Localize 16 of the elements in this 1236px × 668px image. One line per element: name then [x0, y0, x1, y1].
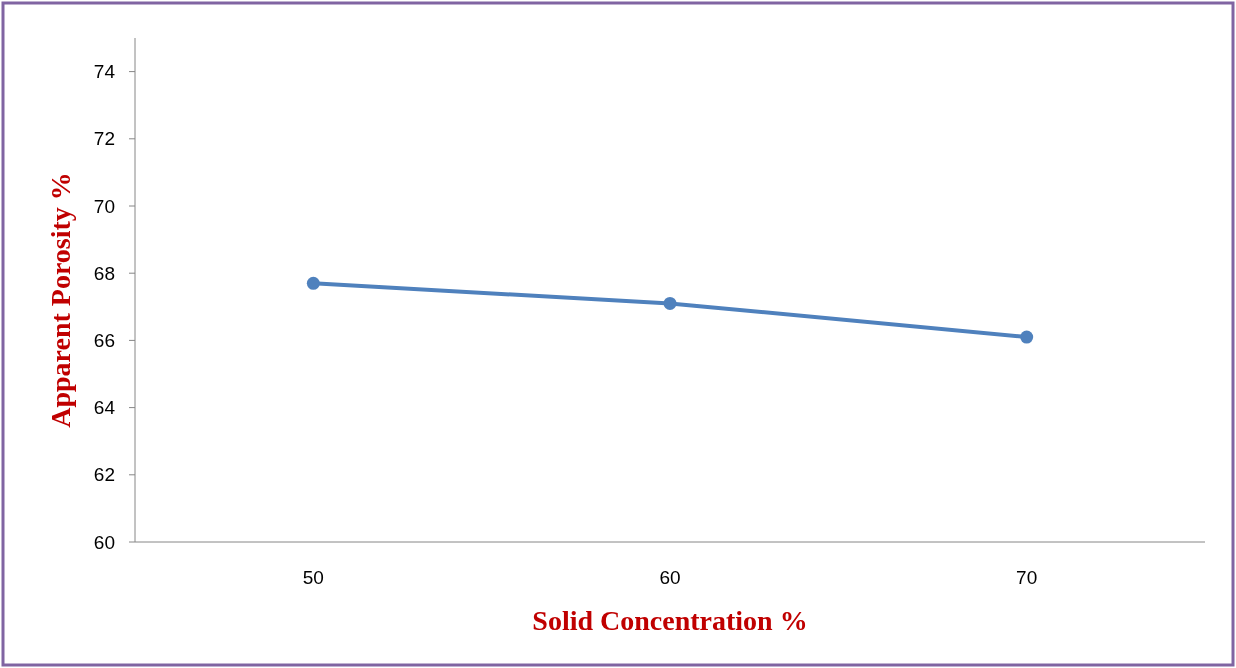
point: [306, 276, 320, 290]
point: [1020, 330, 1034, 344]
y-tick-label: 72: [93, 128, 115, 150]
y-axis-title: Apparent Porosity %: [45, 172, 76, 428]
y-tick-label: 70: [93, 195, 115, 217]
x-tick-label: 60: [659, 567, 681, 588]
x-axis-title: Solid Concentration %: [532, 605, 808, 636]
y-tick-label: 60: [93, 531, 115, 553]
y-tick-label: 66: [93, 330, 115, 352]
point: [663, 296, 677, 310]
x-tick-label: 50: [302, 567, 324, 588]
y-tick-label: 74: [93, 61, 116, 83]
x-tick-label: 70: [1016, 567, 1038, 588]
y-tick-label: 62: [93, 464, 115, 486]
y-tick-label: 64: [93, 397, 116, 419]
y-tick-label: 68: [93, 262, 115, 284]
